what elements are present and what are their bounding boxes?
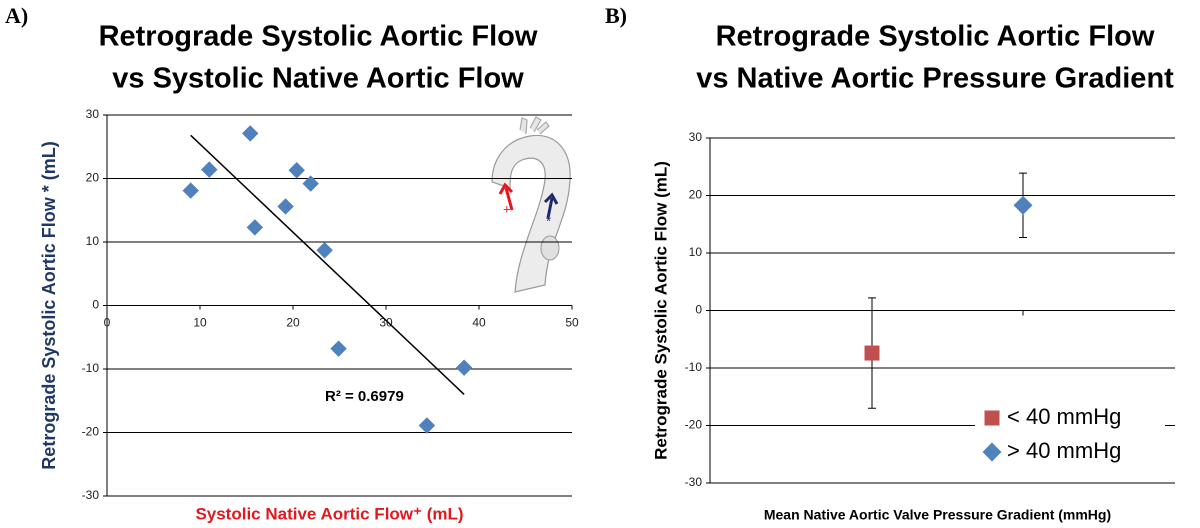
y-tick-label: 30 — [689, 130, 703, 144]
marker — [242, 125, 259, 142]
y-tick-label: 20 — [689, 188, 703, 202]
x-tick-label: 20 — [286, 316, 300, 330]
y-tick-label: 30 — [86, 107, 100, 121]
marker — [418, 417, 436, 434]
marker — [1013, 195, 1033, 215]
marker — [864, 345, 880, 361]
y-tick-label: -10 — [685, 360, 703, 374]
y-tick-label: -20 — [685, 418, 703, 432]
legend-label: < 40 mmHg — [1007, 404, 1121, 429]
inset-label: * — [546, 213, 551, 228]
y-tick-label: 10 — [86, 234, 100, 248]
y-tick-label: 10 — [689, 245, 703, 259]
y-tick-label: 0 — [695, 303, 702, 317]
trendline — [190, 134, 465, 395]
chart-title: vs Systolic Native Aortic Flow — [112, 63, 524, 95]
y-axis-label: Retrograde Systolic Aortic Flow * (mL) — [39, 141, 59, 469]
x-tick-label: 0 — [104, 316, 111, 330]
x-axis-label: Mean Native Aortic Valve Pressure Gradie… — [764, 507, 1111, 523]
marker — [316, 242, 333, 259]
inset-label: + — [503, 201, 511, 216]
marker — [302, 175, 319, 192]
x-tick-label: 10 — [193, 316, 207, 330]
x-tick-label: 40 — [472, 316, 486, 330]
legend-label: > 40 mmHg — [1007, 438, 1121, 463]
y-tick-label: -30 — [685, 475, 703, 489]
trendline-label: R² = 0.6979 — [325, 388, 404, 405]
marker — [984, 410, 1000, 426]
panel-label: A) — [5, 3, 28, 28]
y-tick-label: -30 — [82, 488, 100, 502]
marker — [982, 442, 1002, 462]
y-tick-label: -10 — [82, 361, 100, 375]
marker — [455, 359, 473, 376]
legend — [975, 400, 1165, 476]
marker — [182, 182, 199, 199]
panel-label: B) — [605, 3, 627, 28]
x-tick-label: 50 — [565, 316, 579, 330]
y-tick-label: 20 — [86, 171, 100, 185]
x-axis-label: Systolic Native Aortic Flow⁺ (mL) — [195, 504, 463, 523]
marker — [288, 162, 305, 179]
chart-title: vs Native Aortic Pressure Gradient — [696, 63, 1174, 95]
marker — [277, 198, 294, 215]
marker — [246, 219, 264, 236]
chart-title: Retrograde Systolic Aortic Flow — [99, 21, 538, 53]
y-tick-label: 0 — [92, 298, 99, 312]
y-tick-label: -20 — [82, 425, 100, 439]
marker — [330, 340, 347, 357]
y-axis-label: Retrograde Systolic Aortic Flow (mL) — [651, 161, 670, 460]
chart-title: Retrograde Systolic Aortic Flow — [716, 21, 1155, 53]
x-tick-label: 30 — [379, 316, 393, 330]
marker — [201, 161, 218, 178]
